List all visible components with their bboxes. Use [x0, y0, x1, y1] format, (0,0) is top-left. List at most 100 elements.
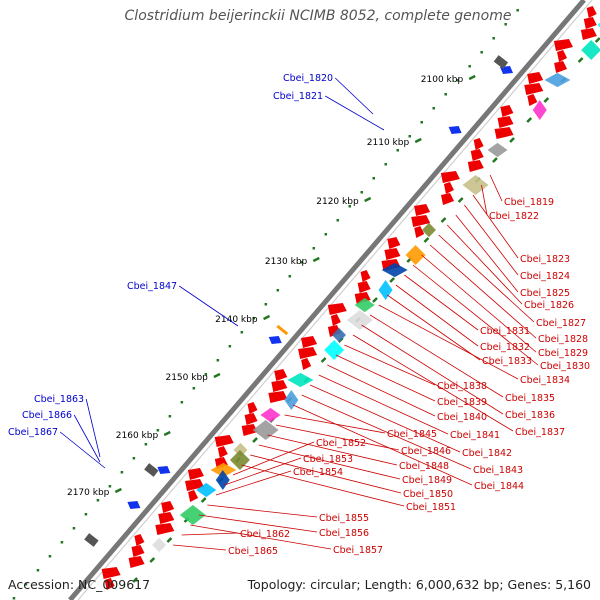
- gene-block: [581, 40, 600, 60]
- red-callout-line: [258, 444, 401, 480]
- blue-callout-line: [85, 398, 101, 458]
- ruler-dot: [504, 23, 507, 26]
- gene-arrow: [134, 534, 145, 546]
- gene-label-red: Cbei_1834: [520, 375, 570, 386]
- gene-label-red: Cbei_1826: [524, 300, 574, 311]
- gene-block: [152, 537, 167, 553]
- ruler-dot: [516, 9, 519, 12]
- red-callout-line: [344, 344, 436, 386]
- blue-callout-line: [178, 285, 239, 327]
- red-callout-line: [241, 464, 405, 507]
- kbp-label: 2160 kbp: [116, 431, 159, 441]
- gene-block: [405, 245, 426, 265]
- map-title: Clostridium beijerinckii NCIMB 8052, com…: [124, 8, 512, 24]
- gene-label-blue: Cbei_1866: [22, 410, 72, 421]
- gene-label-blue: Cbei_1863: [34, 394, 84, 405]
- red-callout-line: [464, 204, 519, 276]
- gene-arrow: [357, 281, 371, 293]
- gene-arrow: [387, 237, 401, 249]
- ruler-tick: [320, 357, 327, 363]
- ruler-tick: [132, 577, 139, 583]
- gene-label-red: Cbei_1852: [316, 438, 366, 449]
- ruler-tick: [200, 497, 207, 503]
- red-callout-line: [438, 234, 535, 323]
- gene-block: [597, 22, 600, 28]
- gene-arrow: [104, 578, 115, 590]
- gene-arrow: [271, 380, 288, 392]
- red-callout-line: [250, 454, 402, 494]
- gene-label-red: Cbei_1833: [482, 356, 532, 367]
- ruler-dot: [156, 429, 160, 432]
- gene-label-red: Cbei_1832: [480, 342, 530, 353]
- gene-label-red: Cbei_1854: [293, 467, 343, 478]
- gene-block-left: [84, 533, 99, 547]
- gene-arrow: [440, 171, 460, 183]
- ruler-dot: [36, 569, 40, 572]
- gene-label-red: Cbei_1819: [504, 197, 554, 208]
- ruler-tick: [526, 117, 533, 123]
- blue-callout-line: [324, 95, 385, 131]
- gene-label-red: Cbei_1853: [303, 454, 353, 465]
- ruler-tick: [492, 157, 498, 163]
- red-callout-line: [215, 470, 292, 496]
- gene-arrow: [527, 72, 544, 84]
- ruler-dot: [324, 233, 328, 236]
- red-callout-line: [327, 364, 436, 417]
- gene-block: [196, 482, 217, 498]
- red-callout-line: [446, 224, 523, 305]
- gene-label-red: Cbei_1835: [505, 393, 555, 404]
- gene-block: [421, 222, 436, 238]
- gene-arrow: [101, 567, 121, 579]
- gene-block: [487, 142, 508, 158]
- gene-arrow: [268, 391, 288, 403]
- red-callout-line: [310, 384, 461, 453]
- gene-block: [252, 420, 279, 440]
- kbp-tick: [364, 196, 372, 203]
- gene-label-red: Cbei_1850: [403, 489, 453, 500]
- gene-arrow: [411, 215, 431, 227]
- kbp-tick: [213, 372, 221, 379]
- blue-callout-line: [73, 414, 101, 463]
- gene-arrow: [128, 556, 145, 568]
- gene-block: [462, 175, 489, 195]
- ruler-tick: [543, 97, 550, 103]
- kbp-tick: [312, 256, 320, 263]
- gene-arrow: [330, 314, 341, 326]
- gene-arrow: [414, 226, 425, 238]
- gene-label-blue: Cbei_1847: [127, 281, 177, 292]
- gene-block: [324, 340, 345, 360]
- kbp-tick: [163, 430, 171, 437]
- gene-arrow: [524, 83, 544, 95]
- gene-arrow: [384, 248, 401, 260]
- ruler-dot: [300, 261, 304, 264]
- gene-label-red: Cbei_1837: [515, 427, 565, 438]
- ruler-tick: [166, 537, 173, 543]
- gene-block: [332, 327, 347, 343]
- gene-label-red: Cbei_1848: [399, 461, 449, 472]
- kbp-label: 2130 kbp: [265, 257, 308, 267]
- red-callout-line: [481, 184, 488, 216]
- ruler-dot: [84, 513, 88, 516]
- gene-label-red: Cbei_1851: [406, 502, 456, 513]
- gene-block: [260, 407, 281, 423]
- gene-label-red: Cbei_1840: [437, 412, 487, 423]
- gene-arrow: [443, 182, 454, 194]
- ruler-dot: [420, 121, 423, 124]
- gene-label-red: Cbei_1836: [505, 410, 555, 421]
- gene-block: [229, 450, 250, 470]
- red-callout-line: [421, 254, 537, 353]
- ruler-dot: [252, 317, 256, 320]
- ruler-dot: [24, 583, 28, 586]
- ruler-dot: [312, 247, 316, 250]
- ruler-dot: [444, 93, 447, 96]
- red-callout-line: [275, 424, 400, 451]
- red-callout-line: [369, 314, 504, 398]
- kbp-label: 2170 kbp: [67, 488, 110, 498]
- red-callout-line: [181, 532, 239, 536]
- ruler-dot: [60, 541, 64, 544]
- ruler-dot: [384, 163, 388, 166]
- gene-label-red: Cbei_1831: [480, 326, 530, 337]
- gene-arrow: [414, 204, 431, 216]
- red-callout-line: [335, 354, 436, 402]
